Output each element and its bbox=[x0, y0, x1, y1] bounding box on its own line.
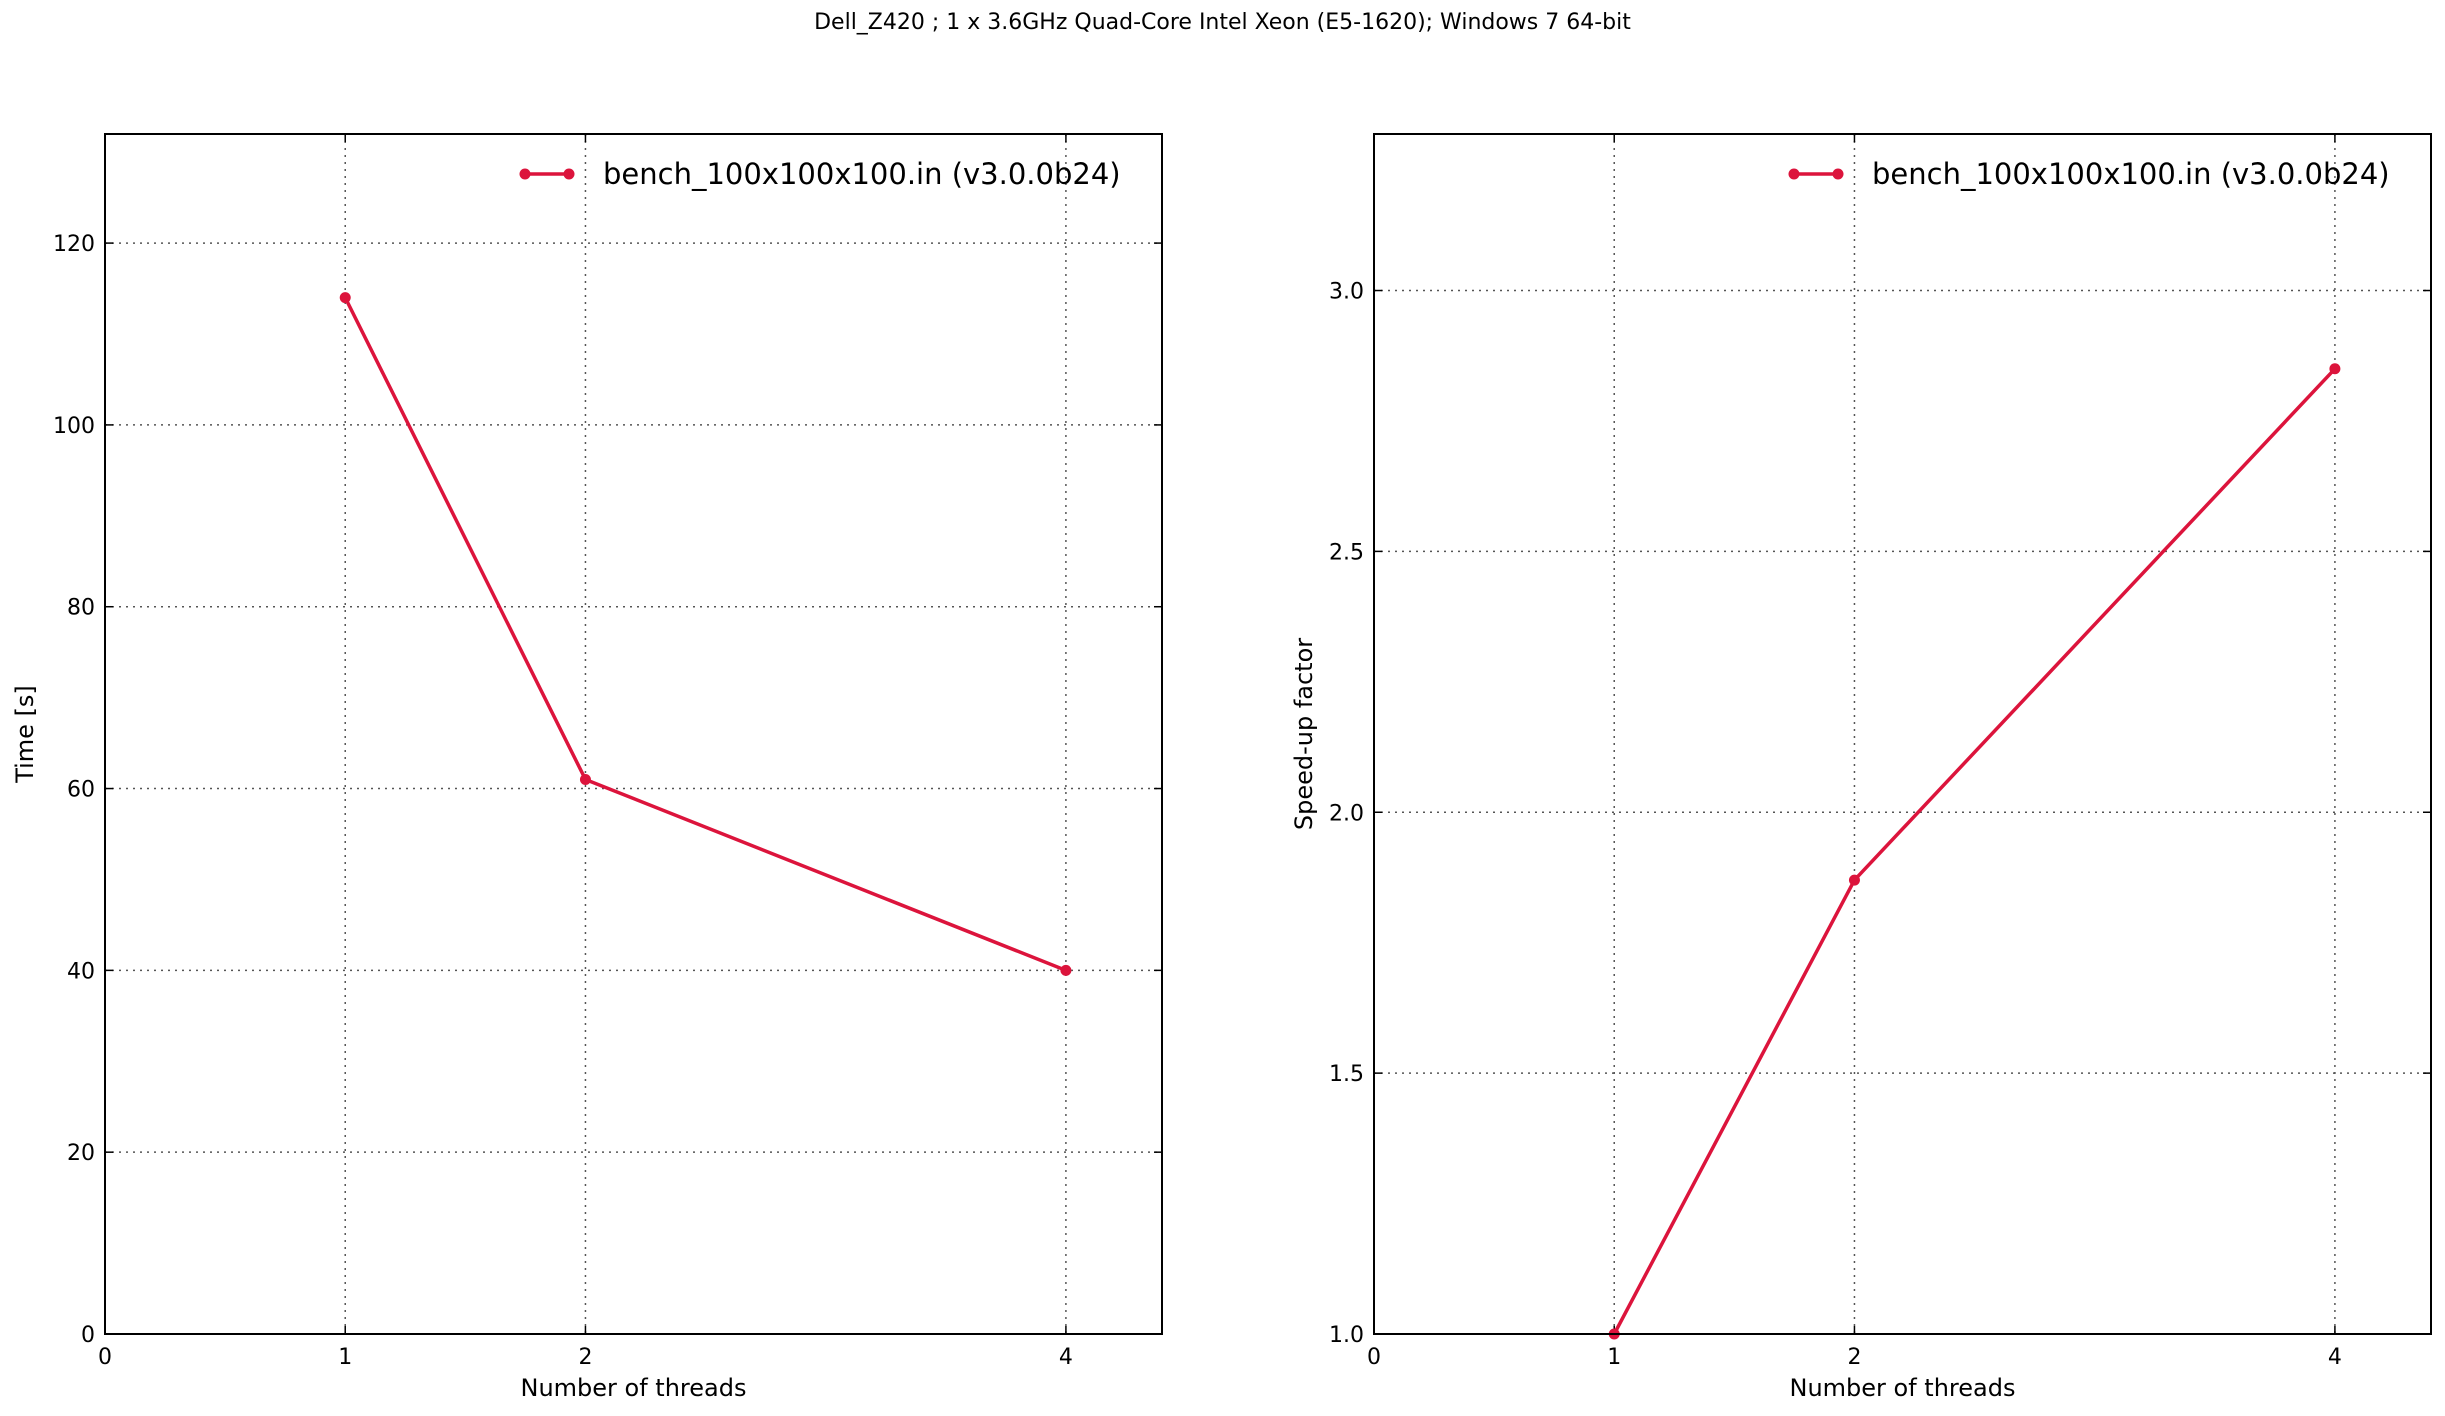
speedup-y-tick-label: 2.0 bbox=[1329, 801, 1364, 826]
time-legend-marker bbox=[519, 168, 531, 180]
speedup-x-tick-label: 0 bbox=[1367, 1345, 1381, 1370]
speedup-y-tick-label: 2.5 bbox=[1329, 540, 1364, 565]
speedup-legend: bench_100x100x100.in (v3.0.0b24) bbox=[1788, 157, 2390, 191]
time-x-tick-label: 1 bbox=[338, 1345, 352, 1370]
speedup-x-tick-label: 2 bbox=[1847, 1345, 1861, 1370]
time-axes-frame bbox=[104, 133, 1163, 1335]
speedup-y-tick-label: 1.5 bbox=[1329, 1062, 1364, 1087]
time-y-tick-label: 120 bbox=[53, 232, 95, 257]
speedup-legend-marker bbox=[1788, 168, 1800, 180]
time-y-tick-label: 60 bbox=[67, 778, 95, 803]
time-x-tick-label: 0 bbox=[98, 1345, 112, 1370]
speedup-axes-frame bbox=[1373, 133, 2432, 1335]
speedup-data-point bbox=[1848, 874, 1860, 886]
time-y-tick-label: 20 bbox=[67, 1141, 95, 1166]
time-data-point bbox=[579, 773, 591, 785]
speedup-data-point bbox=[2329, 363, 2341, 375]
time-data-point bbox=[339, 292, 351, 304]
speedup-y-axis-label: Speed-up factor bbox=[1290, 638, 1318, 830]
time-y-tick-label: 40 bbox=[67, 959, 95, 984]
time-y-tick-label: 80 bbox=[67, 596, 95, 621]
time-legend-label: bench_100x100x100.in (v3.0.0b24) bbox=[603, 157, 1121, 191]
speedup-y-tick-label: 3.0 bbox=[1329, 280, 1364, 305]
speedup-x-axis-label: Number of threads bbox=[1790, 1374, 2016, 1402]
speedup-plot-area: 0 1 2 4 1.0 1.5 2.0 2.5 3.0 Number of threads Spee… bbox=[1290, 133, 2432, 1402]
time-legend-marker bbox=[563, 168, 575, 180]
speedup-legend-label: bench_100x100x100.in (v3.0.0b24) bbox=[1872, 157, 2390, 191]
time-x-tick-label: 4 bbox=[1059, 1345, 1073, 1370]
time-y-axis-label: Time [s] bbox=[11, 685, 39, 784]
time-x-axis-label: Number of threads bbox=[521, 1374, 747, 1402]
speedup-x-tick-label: 4 bbox=[2328, 1345, 2342, 1370]
time-y-tick-label: 100 bbox=[53, 414, 95, 439]
speedup-x-tick-label: 1 bbox=[1607, 1345, 1621, 1370]
time-data-point bbox=[1060, 964, 1072, 976]
figure-title: Dell_Z420 ; 1 x 3.6GHz Quad-Core Intel X… bbox=[814, 10, 1631, 35]
speedup-series-line bbox=[1612, 367, 2337, 1335]
speedup-legend-marker bbox=[1832, 168, 1844, 180]
time-legend: bench_100x100x100.in (v3.0.0b24) bbox=[519, 157, 1121, 191]
speedup-y-tick-label: 1.0 bbox=[1329, 1323, 1364, 1348]
time-y-tick-label: 0 bbox=[81, 1323, 95, 1348]
time-x-tick-label: 2 bbox=[578, 1345, 592, 1370]
